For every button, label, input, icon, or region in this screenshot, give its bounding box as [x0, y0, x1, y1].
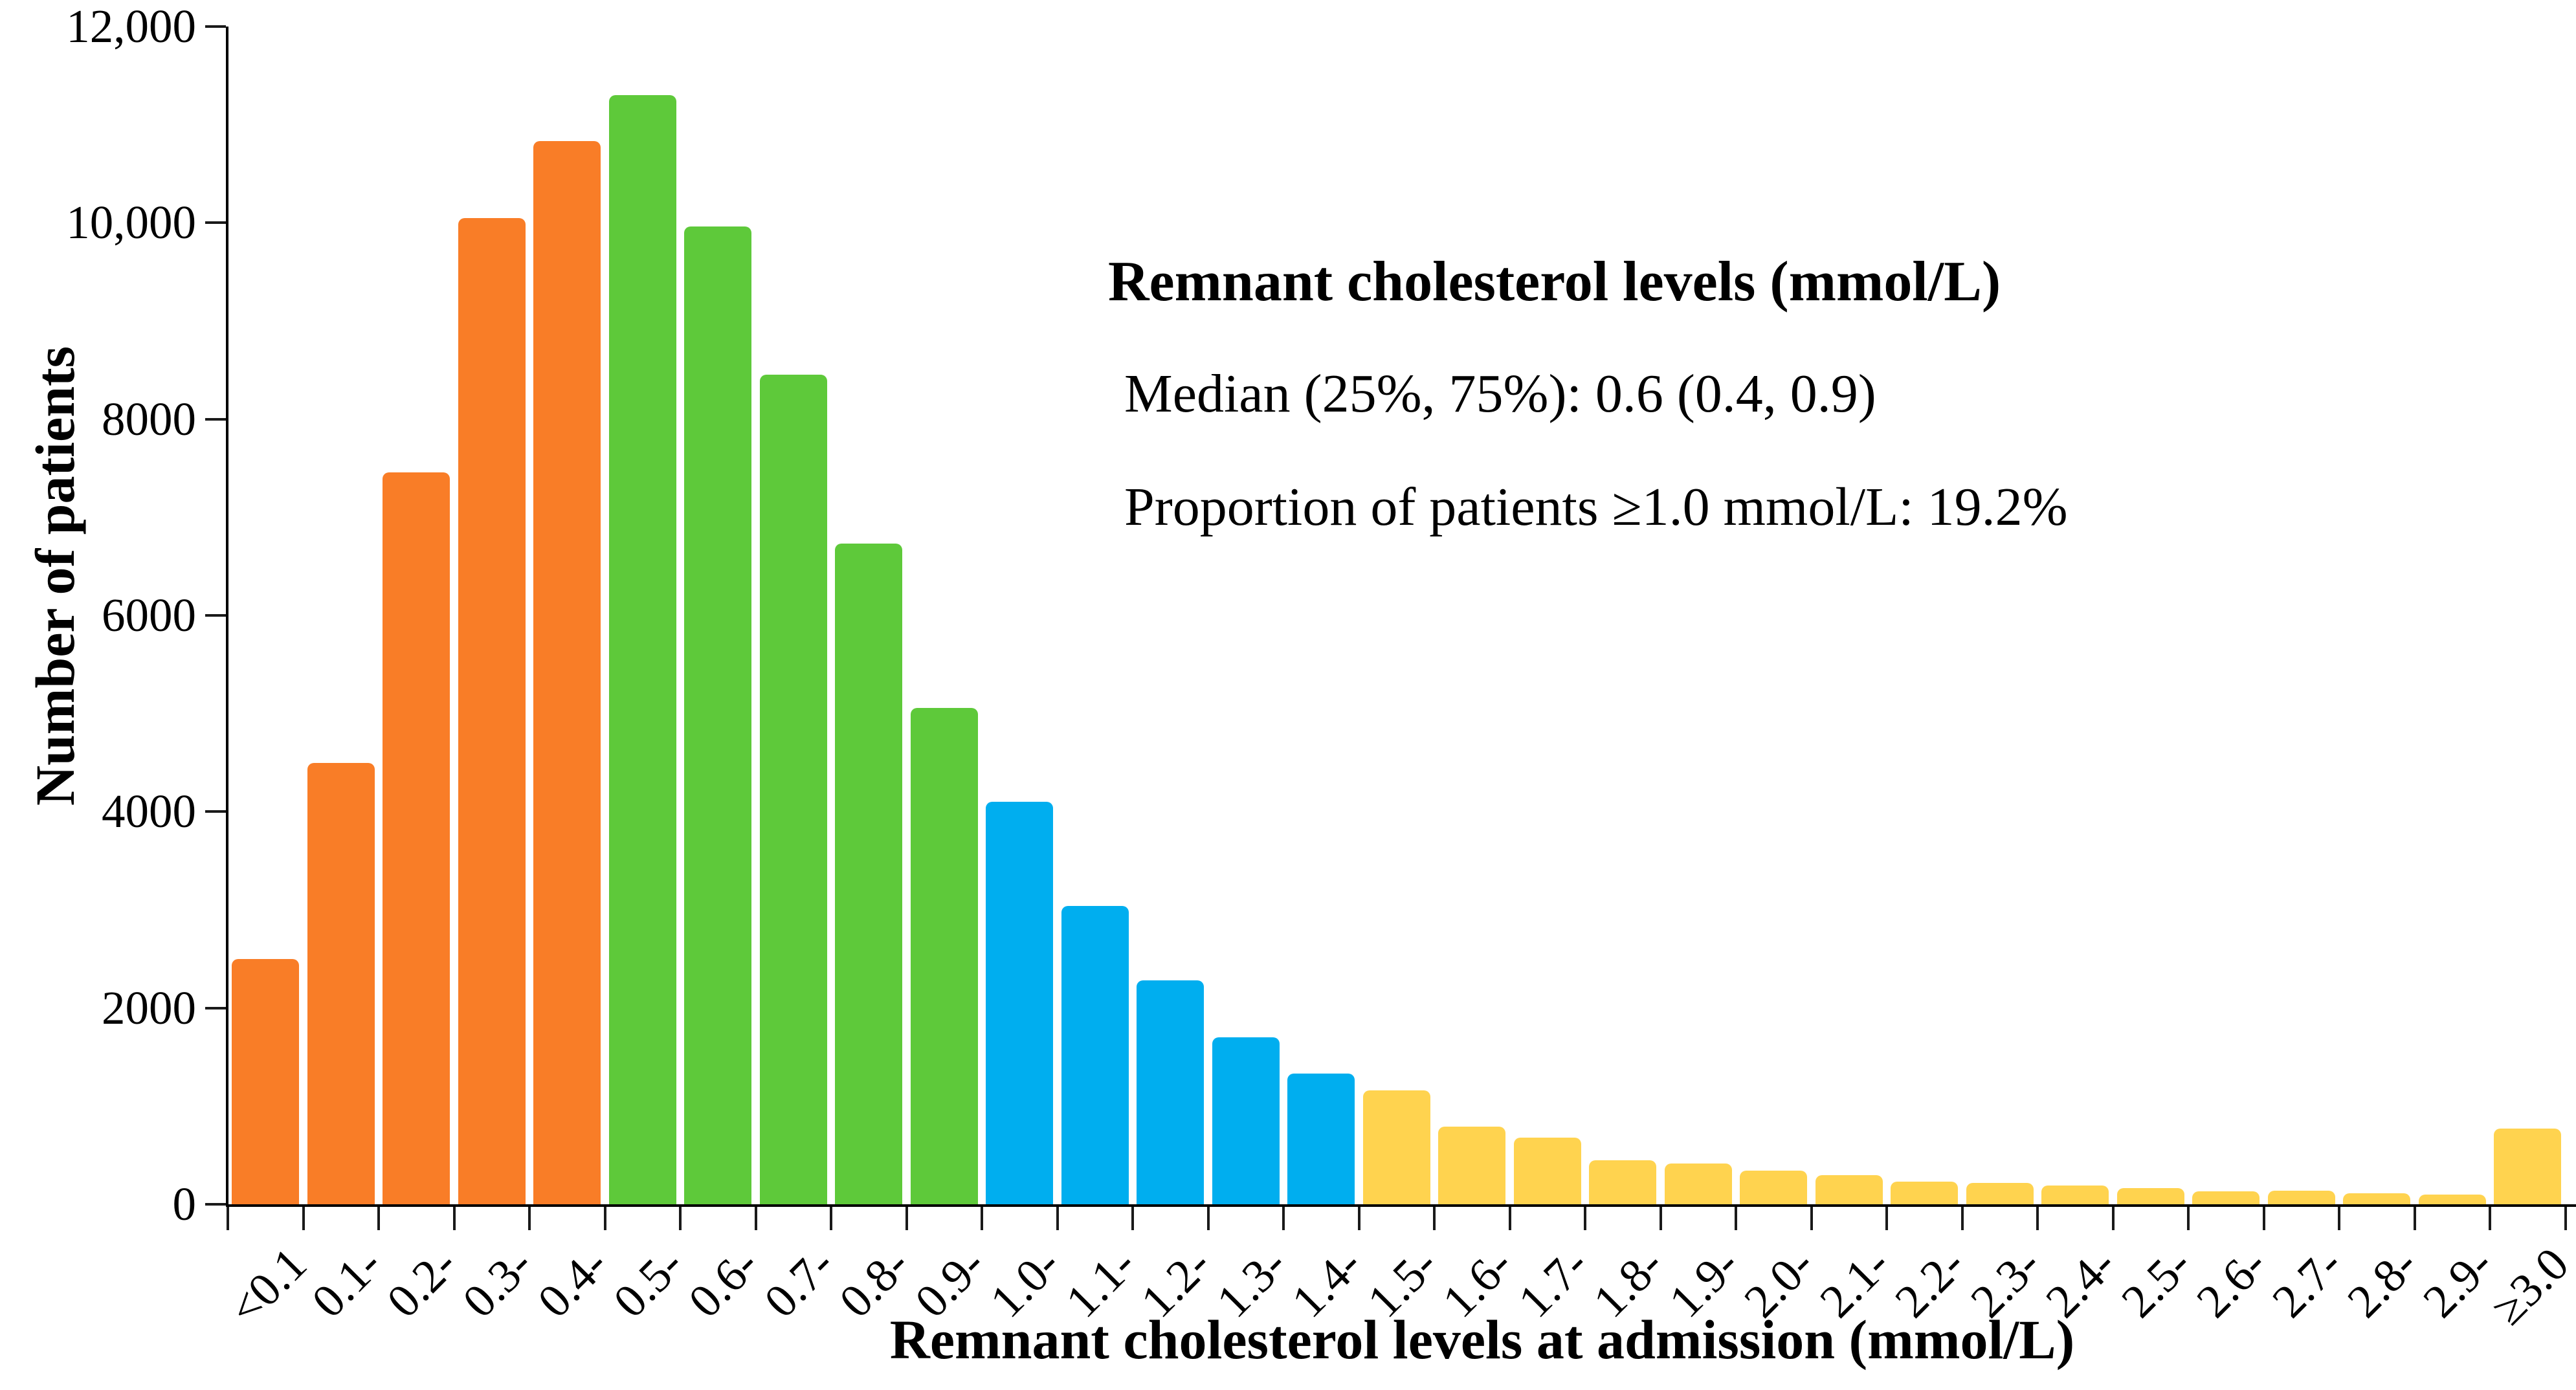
- y-axis-tick: [205, 810, 226, 813]
- y-axis-tick: [205, 25, 226, 28]
- x-axis-tick: [2111, 1207, 2115, 1230]
- x-axis-tick: [2413, 1207, 2416, 1230]
- annotation-median: Median (25%, 75%): 0.6 (0.4, 0.9): [1124, 364, 1876, 424]
- bar-0.1-: [307, 762, 375, 1204]
- bar-2.0-: [1740, 1170, 1807, 1204]
- annotation-box: Remnant cholesterol levels (mmol/L) Medi…: [1108, 249, 2068, 589]
- y-tick-label: 2000: [102, 981, 196, 1034]
- x-axis-tick: [1056, 1207, 1059, 1230]
- bar-2.3-: [1966, 1183, 2034, 1204]
- y-axis-tick: [205, 614, 226, 617]
- bar-0.6-: [684, 226, 751, 1204]
- bar-1.5-: [1362, 1090, 1430, 1204]
- x-axis-tick: [1810, 1207, 1813, 1230]
- y-axis-tick: [205, 1006, 226, 1009]
- bar-0.8-: [835, 544, 902, 1204]
- bar-2.4-: [2041, 1186, 2109, 1204]
- x-axis-tick: [2262, 1207, 2265, 1230]
- x-axis-tick: [2036, 1207, 2039, 1230]
- y-axis-tick: [205, 417, 226, 421]
- x-axis-tick: [528, 1207, 531, 1230]
- x-axis-line: [226, 1204, 2576, 1207]
- x-axis-tick: [1885, 1207, 1888, 1230]
- bar-2.5-: [2116, 1187, 2184, 1204]
- x-axis-tick: [452, 1207, 456, 1230]
- bar-1.2-: [1137, 980, 1204, 1204]
- annotation-title: Remnant cholesterol levels (mmol/L): [1108, 250, 2001, 313]
- x-axis-tick: [679, 1207, 682, 1230]
- y-tick-label: 0: [172, 1178, 197, 1230]
- x-axis-tick: [1735, 1207, 1737, 1230]
- x-axis-tick: [754, 1207, 757, 1230]
- x-axis-tick: [302, 1207, 305, 1230]
- y-tick-label: 8000: [102, 392, 196, 445]
- x-axis-tick: [1508, 1207, 1511, 1230]
- bar-2.7-: [2267, 1190, 2335, 1204]
- bar-<0.1: [232, 958, 299, 1204]
- x-axis-tick: [603, 1207, 606, 1230]
- bar-1.8-: [1589, 1160, 1656, 1204]
- y-axis-tick: [205, 1203, 226, 1206]
- y-tick-label: 10,000: [66, 196, 196, 249]
- x-axis-tick: [830, 1207, 832, 1230]
- x-axis-tick: [1131, 1207, 1134, 1230]
- x-tick-label: <0.1: [218, 1237, 316, 1336]
- x-axis-tick: [1282, 1207, 1285, 1230]
- bar-0.5-: [608, 95, 676, 1204]
- bar-0.9-: [910, 707, 978, 1204]
- y-axis-tick: [205, 221, 226, 225]
- bar-1.7-: [1513, 1137, 1581, 1204]
- bar-1.4-: [1287, 1074, 1355, 1204]
- x-axis-tick: [2489, 1207, 2491, 1230]
- bar-2.2-: [1891, 1182, 1958, 1204]
- x-axis-tick: [1206, 1207, 1210, 1230]
- bar-0.2-: [383, 472, 450, 1204]
- x-axis-tick: [981, 1207, 983, 1230]
- annotation-proportion: Proportion of patients ≥1.0 mmol/L: 19.2…: [1124, 477, 2068, 537]
- bar-0.4-: [533, 141, 601, 1204]
- y-tick-label: 12,000: [66, 0, 196, 52]
- x-axis-tick: [227, 1207, 229, 1230]
- x-axis-tick: [1357, 1207, 1360, 1230]
- x-axis-title: Remnant cholesterol levels at admission …: [889, 1308, 2075, 1371]
- y-tick-label: 6000: [102, 589, 196, 641]
- y-axis-line: [226, 27, 228, 1207]
- bar-2.6-: [2192, 1191, 2260, 1204]
- x-axis-tick: [2338, 1207, 2340, 1230]
- bar-1.1-: [1061, 905, 1129, 1204]
- x-axis-tick: [2564, 1207, 2567, 1230]
- y-tick-label: 4000: [102, 785, 196, 838]
- bar-0.3-: [458, 217, 526, 1204]
- bar-0.7-: [759, 375, 827, 1204]
- x-axis-tick: [2187, 1207, 2190, 1230]
- bar-1.9-: [1664, 1164, 1732, 1204]
- bar-2.9-: [2418, 1194, 2486, 1204]
- bar-1.3-: [1212, 1037, 1280, 1204]
- bar-≥3.0: [2494, 1129, 2561, 1204]
- x-axis-tick: [1960, 1207, 1964, 1230]
- y-axis-title: Number of patients: [24, 346, 86, 806]
- bar-2.1-: [1815, 1175, 1883, 1204]
- bar-2.8-: [2343, 1193, 2410, 1204]
- x-axis-tick: [1584, 1207, 1586, 1230]
- x-axis-tick: [377, 1207, 380, 1230]
- x-axis-tick: [1659, 1207, 1662, 1230]
- x-axis-tick: [905, 1207, 908, 1230]
- bar-1.0-: [986, 802, 1053, 1204]
- bar-1.6-: [1438, 1127, 1505, 1204]
- x-axis-tick: [1433, 1207, 1436, 1230]
